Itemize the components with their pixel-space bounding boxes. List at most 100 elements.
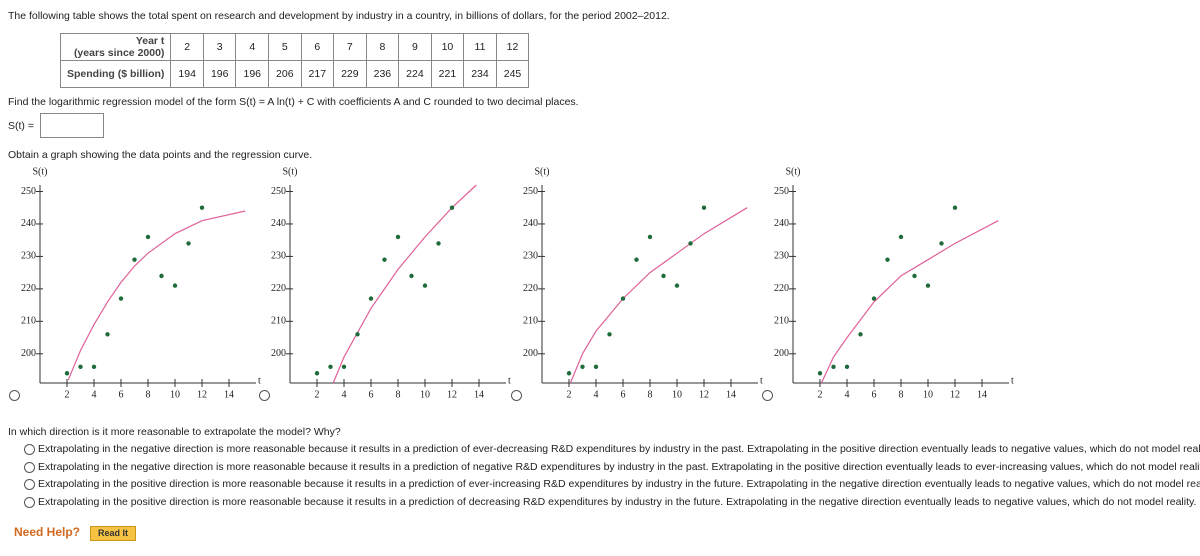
spending-cell: 245	[495, 60, 530, 88]
year-header-line: (years since 2000)	[73, 47, 165, 59]
data-point	[64, 371, 70, 376]
option-radio[interactable]	[24, 444, 35, 455]
option-radio[interactable]	[24, 479, 35, 490]
x-tick-label: 14	[474, 389, 484, 400]
x-tick-label: 6	[369, 389, 374, 400]
graph-radio[interactable]	[511, 390, 522, 401]
x-axis-label: t	[258, 375, 261, 386]
data-point	[817, 371, 823, 376]
x-tick-label: 8	[396, 389, 401, 400]
option-text: Extrapolating in the positive direction …	[38, 478, 1200, 490]
x-tick-label: 14	[726, 389, 736, 400]
x-axis-label: t	[1011, 375, 1014, 386]
option-radio[interactable]	[24, 496, 35, 508]
x-tick-label: 2	[65, 389, 70, 400]
spending-cell: 196	[202, 60, 237, 88]
y-tick-label: 200	[774, 348, 789, 359]
data-point	[132, 257, 137, 262]
x-tick-label: 8	[146, 389, 151, 400]
data-point	[939, 241, 944, 246]
x-tick-label: 6	[621, 389, 626, 400]
y-axis-label: S(t)	[535, 166, 550, 177]
y-tick-label: 210	[774, 316, 789, 327]
data-point	[409, 273, 414, 279]
data-point	[78, 364, 83, 369]
spending-cell: 196	[235, 60, 270, 88]
y-axis-label: S(t)	[33, 166, 48, 177]
y-axis-label: S(t)	[283, 166, 298, 177]
spending-cell: 229	[333, 60, 367, 88]
x-axis-label: t	[508, 375, 511, 386]
graph-radio[interactable]	[259, 390, 270, 401]
spending-header: Spending ($ billion)	[59, 60, 172, 88]
option-text: Extrapolating in the negative direction …	[38, 460, 1200, 473]
spending-cell: 234	[463, 60, 497, 88]
y-tick-label: 230	[271, 251, 286, 262]
year-header: Year t (years since 2000)	[59, 33, 172, 61]
data-point	[172, 283, 178, 288]
data-point	[436, 241, 441, 246]
data-point	[885, 257, 890, 262]
y-tick-label: 220	[774, 283, 789, 294]
data-point	[620, 296, 626, 301]
x-tick-label: 8	[648, 389, 653, 400]
data-point	[661, 273, 666, 279]
x-tick-label: 8	[899, 389, 904, 400]
data-point	[395, 234, 401, 240]
regression-curve	[332, 184, 477, 384]
year-cell: 9	[398, 33, 432, 61]
y-axis-label: S(t)	[786, 166, 801, 177]
data-point	[382, 257, 387, 262]
x-tick-label: 10	[170, 389, 180, 400]
regression-curve	[569, 207, 748, 384]
regression-curve	[67, 210, 246, 381]
data-point	[593, 364, 599, 369]
y-tick-label: 230	[523, 251, 538, 262]
year-cell: 5	[268, 33, 302, 61]
data-point	[912, 273, 917, 279]
graph-radio[interactable]	[9, 390, 20, 401]
y-tick-label: 240	[21, 218, 36, 229]
x-tick-label: 6	[119, 389, 124, 400]
answer-input[interactable]	[40, 113, 104, 138]
y-tick-label: 250	[271, 186, 286, 197]
data-point	[566, 371, 572, 376]
y-tick-label: 230	[774, 251, 789, 262]
x-tick-label: 12	[950, 389, 960, 400]
y-tick-label: 240	[271, 218, 286, 229]
x-tick-label: 12	[447, 389, 457, 400]
x-tick-label: 2	[818, 389, 823, 400]
read-it-button[interactable]: Read It	[90, 526, 136, 541]
y-tick-label: 210	[523, 316, 538, 327]
x-tick-label: 6	[872, 389, 877, 400]
data-point	[355, 332, 360, 337]
year-cell: 4	[235, 33, 270, 61]
data-point	[701, 205, 707, 210]
data-point	[105, 332, 110, 337]
data-point	[314, 371, 320, 376]
year-header-line: Year t	[135, 35, 165, 47]
y-tick-label: 250	[523, 186, 538, 197]
data-point	[925, 283, 931, 288]
x-tick-label: 12	[699, 389, 709, 400]
data-point	[159, 273, 164, 279]
data-point	[199, 205, 205, 210]
y-tick-label: 220	[523, 283, 538, 294]
y-tick-label: 250	[774, 186, 789, 197]
y-tick-label: 240	[774, 218, 789, 229]
data-point	[871, 296, 877, 301]
data-point	[858, 332, 863, 337]
option-radio[interactable]	[24, 461, 35, 473]
y-tick-label: 200	[21, 348, 36, 359]
answer-label: S(t) =	[8, 120, 34, 132]
data-point	[422, 283, 428, 288]
y-tick-label: 200	[523, 348, 538, 359]
y-tick-label: 250	[21, 186, 36, 197]
data-point	[674, 283, 680, 288]
x-tick-label: 10	[672, 389, 682, 400]
spending-cell: 194	[170, 60, 204, 88]
y-tick-label: 200	[271, 348, 286, 359]
graph-radio[interactable]	[762, 390, 773, 401]
